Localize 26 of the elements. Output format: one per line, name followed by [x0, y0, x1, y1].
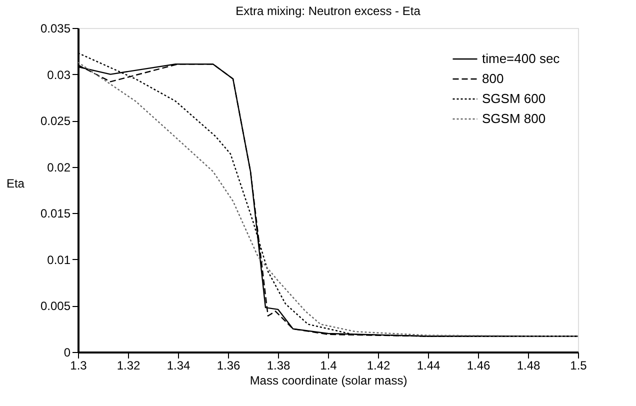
- x-tick-label: 1.5: [570, 358, 588, 372]
- legend-label: SGSM 600: [482, 91, 546, 106]
- chart-title: Extra mixing: Neutron excess - Eta: [236, 4, 421, 18]
- x-tick-label: 1.42: [366, 358, 390, 372]
- x-axis-title: Mass coordinate (solar mass): [250, 374, 408, 388]
- x-tick-label: 1.44: [416, 358, 440, 372]
- legend-label: 800: [482, 71, 504, 86]
- y-tick-label: 0.005: [40, 299, 71, 314]
- x-tick-label: 1.34: [166, 358, 190, 372]
- x-tick-label: 1.36: [216, 358, 240, 372]
- y-tick-label: 0.025: [40, 114, 71, 128]
- legend-label: time=400 sec: [482, 51, 560, 66]
- x-tick-label: 1.46: [466, 358, 490, 372]
- y-tick-label: 0.03: [47, 68, 71, 82]
- y-axis-title: Eta: [6, 176, 25, 190]
- y-tick-label: 0.01: [47, 252, 71, 267]
- x-tick-label: 1.32: [116, 358, 140, 372]
- x-tick-label: 1.38: [266, 358, 290, 372]
- y-tick-label: 0.02: [47, 160, 71, 174]
- y-tick-label: 0.035: [40, 22, 71, 36]
- y-tick-label: 0.015: [40, 206, 71, 221]
- legend-label: SGSM 800: [482, 111, 546, 126]
- x-tick-label: 1.48: [516, 358, 540, 372]
- y-tick-label: 0: [64, 346, 71, 360]
- x-tick-label: 1.4: [320, 358, 338, 372]
- x-tick-label: 1.3: [70, 358, 88, 372]
